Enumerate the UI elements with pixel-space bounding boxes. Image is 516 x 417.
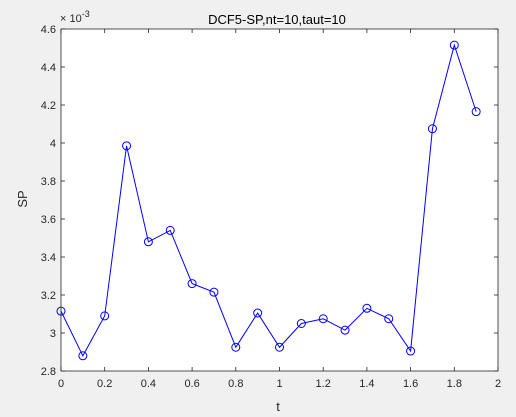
data-point-marker xyxy=(209,287,219,297)
data-point-marker xyxy=(253,308,263,318)
ticks-layer: 0 0.2 0.4 0.6 0.8 1 1.2 1.4 1.6 1.8 2 2.8 3 3.2 3.4 3.6… xyxy=(41,24,501,390)
x-axis-label: t xyxy=(276,399,280,414)
x-tick-label: 0 xyxy=(58,378,64,390)
x-tick-label: 1.8 xyxy=(447,378,462,390)
data-point-marker xyxy=(78,351,88,361)
plot-frame xyxy=(60,28,499,372)
x-tick-label: 2 xyxy=(495,378,501,390)
y-tick-label: 4 xyxy=(50,138,56,150)
data-point-marker xyxy=(406,346,416,356)
x-tick-label: 0.2 xyxy=(97,378,112,390)
x-tick-label: 1.4 xyxy=(359,378,374,390)
x-tick-label: 0.6 xyxy=(184,378,199,390)
data-point-marker xyxy=(275,342,284,352)
x-tick-label: 0.8 xyxy=(228,378,243,390)
data-point-marker xyxy=(318,314,328,324)
data-point-marker xyxy=(471,107,481,117)
x-tick-label: 0.4 xyxy=(141,378,156,390)
data-point-marker xyxy=(449,40,459,50)
y-tick-label: 2.8 xyxy=(41,366,56,378)
y-tick-label: 4.4 xyxy=(41,62,56,74)
x-tick-label: 1.6 xyxy=(403,378,418,390)
y-tick-label: 4.6 xyxy=(41,24,56,36)
y-tick-label: 3.4 xyxy=(41,252,56,264)
x-tick-label: 1 xyxy=(276,378,282,390)
data-point-marker xyxy=(100,311,110,321)
plot-area xyxy=(61,29,498,371)
data-point-marker xyxy=(143,237,153,247)
data-point-marker xyxy=(296,319,306,328)
x-tick-label: 1.2 xyxy=(316,378,331,390)
y-tick-label: 3.8 xyxy=(41,176,56,188)
y-tick-label: 4.2 xyxy=(41,100,56,112)
data-point-marker xyxy=(340,325,350,335)
data-point-marker xyxy=(231,342,241,352)
chart-title: DCF5-SP,nt=10,taut=10 xyxy=(208,12,346,27)
exponent-base: × 10 xyxy=(60,13,82,25)
y-tick-label: 3.6 xyxy=(41,214,56,226)
y-tick-label: 3.2 xyxy=(41,290,56,302)
y-axis-label: SP xyxy=(15,190,30,207)
data-point-marker xyxy=(122,141,132,151)
y-tick-label: 3 xyxy=(50,328,56,340)
data-point-marker xyxy=(165,225,175,235)
data-point-marker xyxy=(427,124,437,134)
exponent-power: -3 xyxy=(82,9,90,19)
data-point-marker xyxy=(384,314,394,324)
series-line xyxy=(60,43,477,357)
data-point-marker xyxy=(362,303,372,313)
series-layer xyxy=(56,40,481,361)
data-point-marker xyxy=(187,279,197,289)
y-axis-exponent-label: × 10-3 xyxy=(60,9,90,25)
